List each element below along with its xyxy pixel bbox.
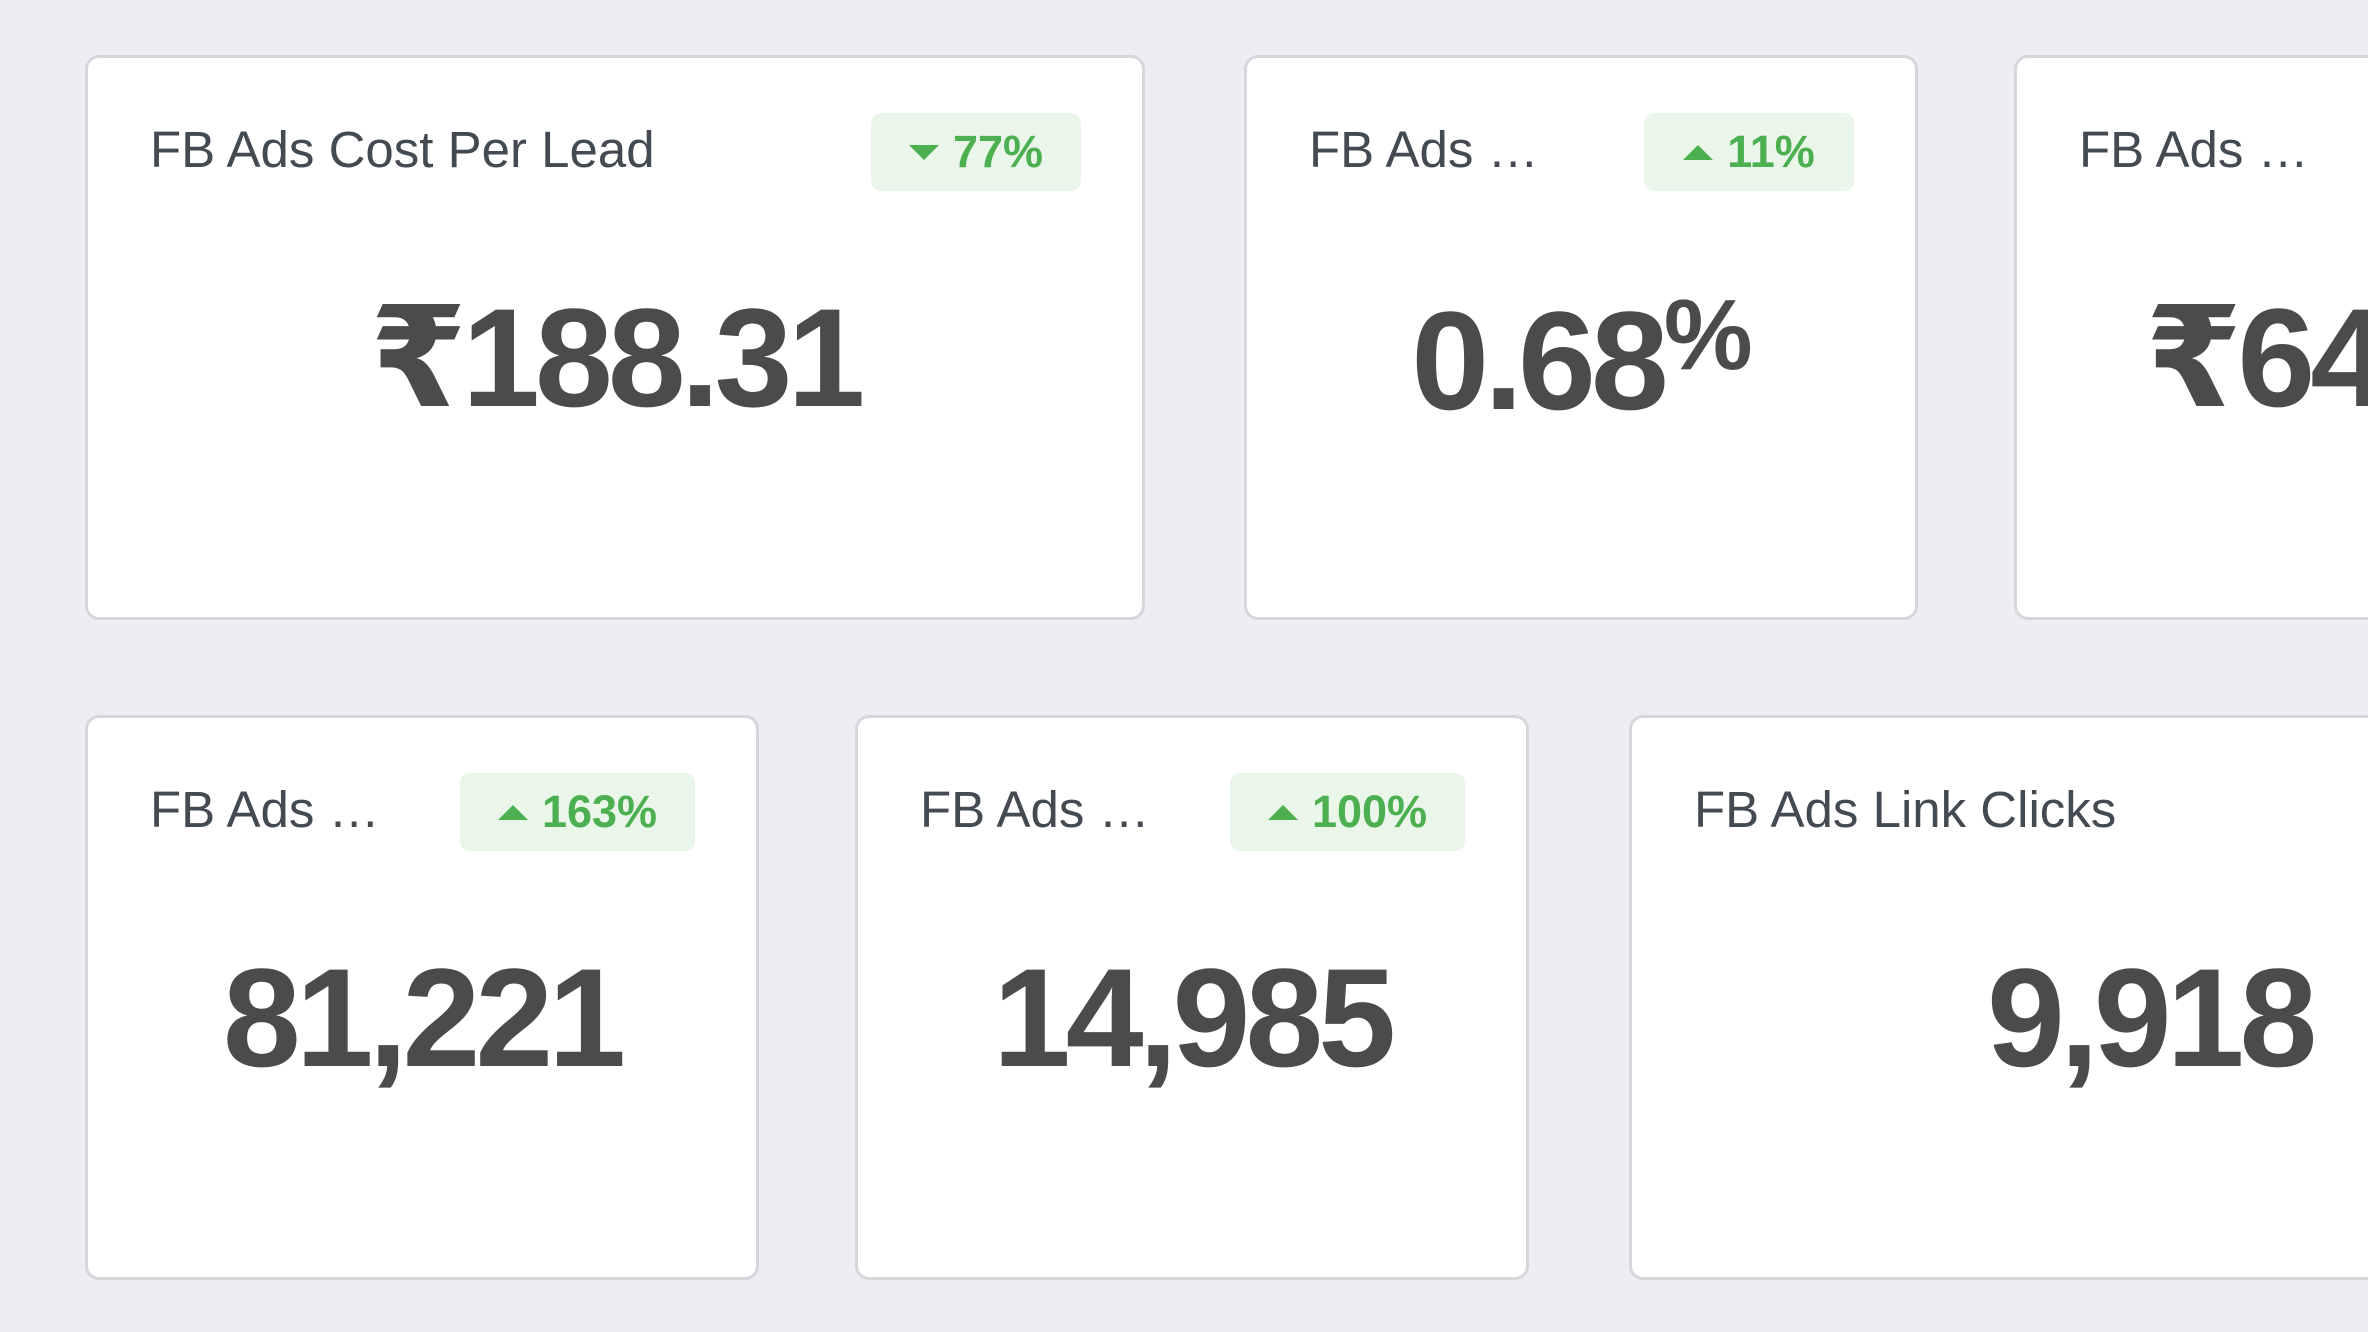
- card-value: 14,985: [992, 939, 1396, 1096]
- change-value: 77%: [952, 126, 1044, 177]
- change-value: 100%: [1311, 786, 1428, 837]
- caret-up-icon: [1267, 804, 1298, 820]
- kpi-card-impressions[interactable]: FB Ads … 163% 81,221: [85, 715, 759, 1280]
- change-badge: 11%: [1644, 113, 1854, 191]
- kpi-card-ctr[interactable]: FB Ads … 11% 0.68%: [1244, 55, 1918, 620]
- kpi-card-reach[interactable]: FB Ads … 100% 14,985: [855, 715, 1529, 1280]
- card-value: ₹188.31: [369, 279, 866, 436]
- value-unit: %: [1663, 279, 1753, 391]
- card-title: FB Ads …: [1309, 121, 1539, 178]
- change-badge: 100%: [1230, 773, 1465, 851]
- caret-up-icon: [1683, 144, 1714, 160]
- value-number: 0.68: [1411, 282, 1668, 439]
- card-title: FB Ads Cost Per Lead: [150, 121, 655, 178]
- change-value: 11%: [1727, 126, 1815, 177]
- card-title: FB Ads …: [150, 781, 380, 838]
- change-badge: 163%: [460, 773, 695, 851]
- card-title: FB Ads Link Clicks: [1694, 781, 2117, 838]
- caret-down-icon: [908, 144, 939, 160]
- change-badge: 77%: [871, 113, 1081, 191]
- card-value: ₹64: [2145, 279, 2368, 436]
- card-title: FB Ads …: [920, 781, 1150, 838]
- card-value: 9,918: [1987, 939, 2317, 1096]
- change-value: 163%: [541, 786, 658, 837]
- kpi-card-partial[interactable]: FB Ads … ₹64: [2014, 55, 2368, 620]
- caret-up-icon: [497, 804, 528, 820]
- card-value: 0.68%: [1247, 285, 1915, 431]
- card-value: 81,221: [222, 939, 626, 1096]
- kpi-card-cost-per-lead[interactable]: FB Ads Cost Per Lead 77% ₹188.31: [85, 55, 1145, 620]
- card-title: FB Ads …: [2079, 121, 2309, 178]
- kpi-card-link-clicks[interactable]: FB Ads Link Clicks 9,918: [1629, 715, 2368, 1280]
